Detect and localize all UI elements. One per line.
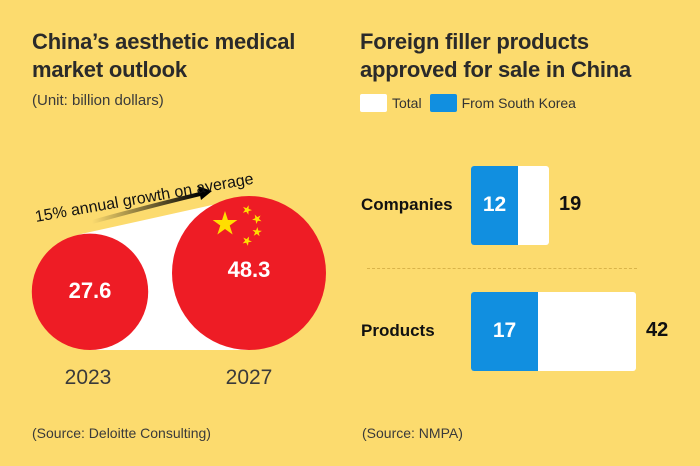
bar-korea-companies	[471, 166, 518, 245]
row-divider	[367, 268, 637, 269]
small-star-icon	[252, 227, 262, 237]
bubble-2027	[172, 196, 326, 350]
legend-item-korea: From South Korea	[429, 94, 576, 112]
bar-total-value: 19	[559, 192, 582, 215]
bar-korea-value: 12	[482, 192, 507, 216]
small-star-icon	[242, 205, 252, 215]
legend-label-total: Total	[392, 95, 422, 111]
bubble-value-label: 27.6	[68, 277, 112, 303]
legend-swatch-korea	[429, 94, 457, 112]
category-label-products: Products	[361, 320, 435, 340]
big-star-icon	[212, 211, 238, 235]
unit-label: (Unit: billion dollars)	[32, 92, 164, 109]
right-chart-title: Foreign filler products approved for sal…	[360, 29, 632, 82]
category-label-companies: Companies	[361, 194, 453, 214]
legend-swatch-total	[360, 94, 387, 112]
left-source: (Source: Deloitte Consulting)	[32, 425, 211, 441]
legend-item-total: Total	[360, 94, 422, 112]
bar-korea-value: 17	[492, 318, 517, 342]
left-chart-title: China’s aesthetic medical market outlook	[32, 29, 296, 82]
small-star-icon	[242, 236, 252, 246]
growth-arrow	[91, 192, 201, 224]
bubble-value-label: 48.3	[227, 257, 271, 282]
arrow-head-icon	[198, 186, 212, 200]
bar-total-value: 42	[646, 318, 669, 341]
year-label: 2027	[225, 366, 273, 389]
legend-label-korea: From South Korea	[461, 95, 576, 111]
bar-korea-products	[471, 292, 538, 371]
legend: Total From South Korea	[360, 94, 584, 112]
small-star-icon	[252, 214, 262, 224]
year-label: 2023	[64, 366, 112, 389]
right-source: (Source: NMPA)	[362, 425, 463, 441]
bubble-2023	[31, 233, 149, 350]
